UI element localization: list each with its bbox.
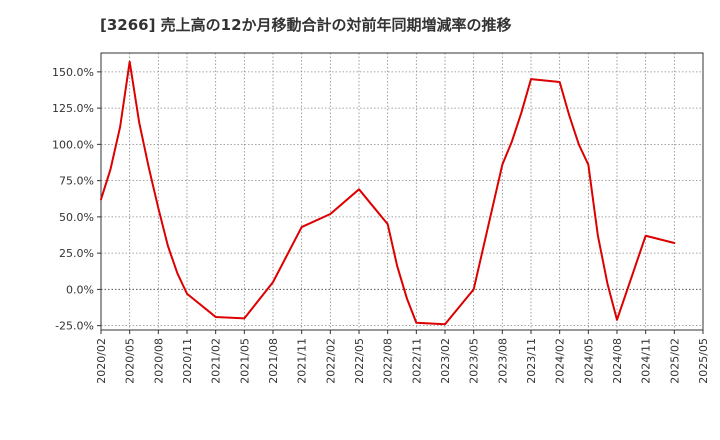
x-tick-label: 2021/08 [267, 338, 280, 384]
y-tick-label: 25.0% [59, 247, 94, 260]
x-tick-label: 2023/11 [525, 338, 538, 384]
x-tick-label: 2023/05 [468, 338, 481, 384]
x-tick-label: 2024/05 [582, 338, 595, 384]
x-tick-label: 2023/08 [496, 338, 509, 384]
x-tick-label: 2021/02 [210, 338, 223, 384]
y-tick-label: 75.0% [59, 175, 94, 188]
x-tick-label: 2020/08 [152, 338, 165, 384]
y-tick-label: 50.0% [59, 211, 94, 224]
x-tick-label: 2025/02 [668, 338, 681, 384]
x-tick-label: 2022/11 [410, 338, 423, 384]
x-tick-label: 2020/02 [95, 338, 108, 384]
x-tick-label: 2020/05 [124, 338, 137, 384]
x-tick-label: 2020/11 [181, 338, 194, 384]
chart-title: [3266] 売上高の12か月移動合計の対前年同期増減率の推移 [100, 16, 512, 34]
x-tick-label: 2021/11 [296, 338, 309, 384]
label-layer: 2020/02 2020/05 2020/08 2020/11 2021/02 2021/… [52, 66, 710, 384]
x-tick-label: 2022/05 [353, 338, 366, 384]
y-tick-label: 150.0% [52, 66, 94, 79]
x-tick-label: 2022/02 [324, 338, 337, 384]
x-tick-label: 2024/02 [554, 338, 567, 384]
x-tick-label: 2024/11 [640, 338, 653, 384]
y-tick-label: -25.0% [55, 320, 94, 333]
x-tick-label: 2023/02 [439, 338, 452, 384]
y-tick-label: 0.0% [66, 283, 94, 296]
y-tick-label: 125.0% [52, 102, 94, 115]
x-tick-label: 2022/08 [382, 338, 395, 384]
x-tick-label: 2024/08 [611, 338, 624, 384]
y-tick-label: 100.0% [52, 138, 94, 151]
grid-layer [100, 53, 704, 330]
axis-layer [97, 52, 704, 334]
x-tick-label: 2025/05 [697, 338, 710, 384]
plot-frame [100, 52, 704, 331]
series-layer [100, 60, 676, 326]
x-tick-label: 2021/05 [238, 338, 251, 384]
